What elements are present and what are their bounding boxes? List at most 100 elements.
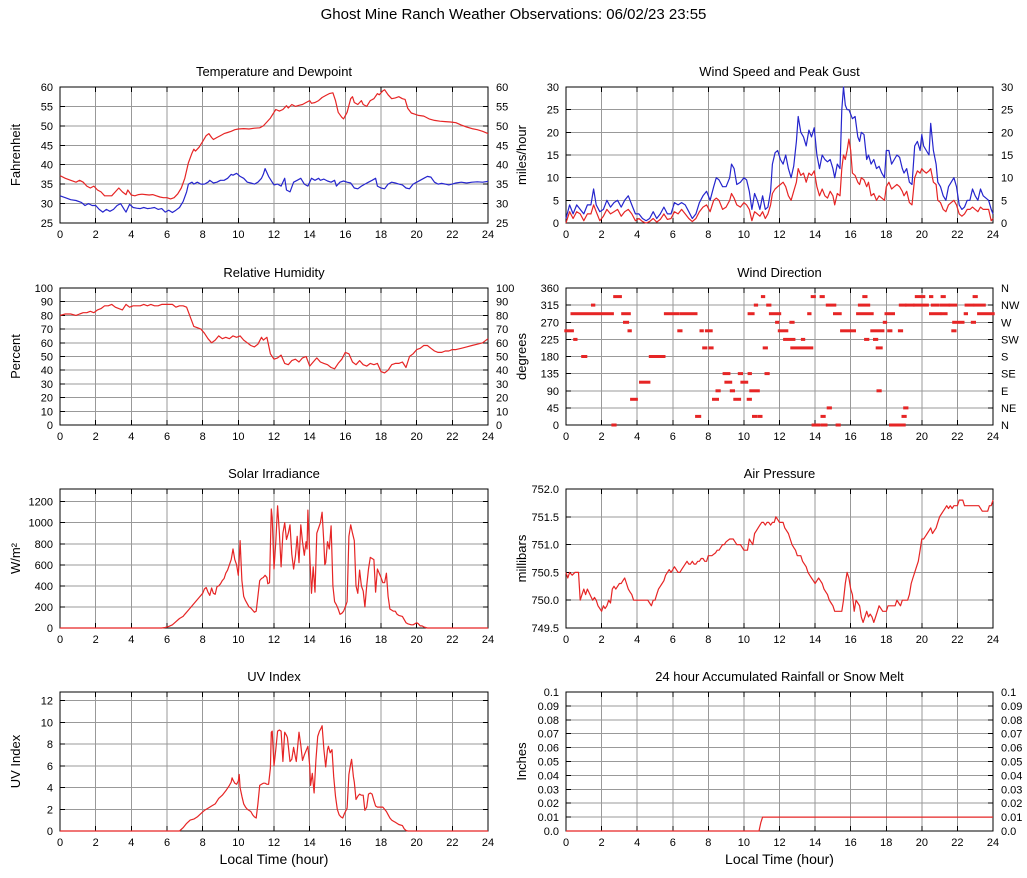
wind-direction-dot bbox=[764, 372, 770, 376]
wind-direction-dot bbox=[873, 337, 879, 341]
wind-direction-dot bbox=[708, 346, 714, 350]
compass-label: SW bbox=[1001, 334, 1019, 346]
x-tick-label: 8 bbox=[705, 837, 711, 849]
y-tick-label-right: 70 bbox=[496, 324, 508, 336]
y-tick-label: 10 bbox=[41, 717, 53, 729]
x-tick-label: 6 bbox=[164, 431, 170, 443]
x-tick-label: 6 bbox=[670, 229, 676, 241]
x-axis-label: Local Time (hour) bbox=[220, 851, 329, 867]
y-axis-label: W/m² bbox=[8, 542, 23, 574]
wind-direction-dot bbox=[835, 423, 841, 427]
wind-direction-dot bbox=[573, 337, 578, 341]
chart-title: Wind Speed and Peak Gust bbox=[699, 64, 860, 79]
wind-direction-dot bbox=[857, 303, 871, 307]
y-tick-label: 180 bbox=[541, 352, 559, 364]
y-tick-label: 225 bbox=[541, 334, 559, 346]
y-tick-label: 0.05 bbox=[538, 757, 559, 769]
wind-direction-dot bbox=[963, 312, 968, 316]
wind-direction-dot bbox=[623, 320, 630, 324]
wind-direction-dot bbox=[747, 312, 755, 316]
wind-direction-dot bbox=[737, 372, 743, 376]
wind-direction-dot bbox=[913, 303, 929, 307]
x-tick-label: 14 bbox=[304, 229, 316, 241]
wind-direction-dot bbox=[929, 312, 942, 316]
x-tick-label: 14 bbox=[304, 837, 316, 849]
compass-label: NE bbox=[1001, 403, 1016, 415]
x-tick-label: 20 bbox=[916, 431, 928, 443]
y-tick-label: 70 bbox=[41, 324, 53, 336]
x-tick-label: 24 bbox=[482, 229, 494, 241]
wind-direction-dot bbox=[704, 329, 713, 333]
y-tick-label: 8 bbox=[47, 739, 53, 751]
pressure-line bbox=[565, 499, 994, 624]
wind-direction-dot bbox=[630, 397, 638, 401]
y-tick-label: 750.0 bbox=[531, 595, 559, 607]
x-tick-label: 4 bbox=[128, 837, 134, 849]
y-tick-label-right: 30 bbox=[496, 379, 508, 391]
x-tick-label: 4 bbox=[634, 837, 640, 849]
wind-direction-dot bbox=[862, 295, 868, 299]
y-tick-label-right: 45 bbox=[496, 140, 508, 152]
y-tick-label-right: 10 bbox=[1001, 173, 1013, 185]
x-tick-label: 20 bbox=[916, 837, 928, 849]
wind-direction-dot bbox=[570, 312, 614, 316]
y-tick-label: 30 bbox=[41, 379, 53, 391]
wind-direction-dot bbox=[722, 372, 731, 376]
wind-direction-dot bbox=[627, 329, 632, 333]
x-tick-label: 8 bbox=[200, 431, 206, 443]
wind-direction-dot bbox=[897, 329, 904, 333]
wind-direction-dot bbox=[695, 414, 702, 418]
wind-speed-line bbox=[565, 138, 994, 224]
y-tick-label: 5 bbox=[553, 195, 559, 207]
y-tick-label: 751.5 bbox=[531, 512, 559, 524]
wind-direction-dot bbox=[819, 295, 825, 299]
x-tick-label: 16 bbox=[339, 634, 351, 646]
chart-title: Air Pressure bbox=[744, 466, 816, 481]
x-tick-label: 24 bbox=[987, 634, 999, 646]
wind-direction-dot bbox=[702, 346, 708, 350]
y-tick-label-right: 50 bbox=[496, 352, 508, 364]
x-tick-label: 16 bbox=[845, 229, 857, 241]
x-tick-label: 16 bbox=[339, 229, 351, 241]
x-tick-label: 22 bbox=[951, 431, 963, 443]
x-tick-label: 0 bbox=[57, 837, 63, 849]
y-tick-label-right: 25 bbox=[1001, 105, 1013, 117]
x-tick-label: 10 bbox=[232, 229, 244, 241]
x-tick-label: 8 bbox=[705, 431, 711, 443]
y-tick-label: 200 bbox=[35, 602, 53, 614]
y-axis-label: degrees bbox=[514, 333, 529, 380]
dewpoint-line bbox=[59, 168, 489, 214]
y-tick-label: 360 bbox=[541, 283, 559, 295]
y-tick-label-right: 20 bbox=[1001, 127, 1013, 139]
y-tick-label: 30 bbox=[547, 82, 559, 94]
wind-direction-dot bbox=[740, 380, 749, 384]
page-title: Ghost Mine Ranch Weather Observations: 0… bbox=[320, 6, 707, 23]
y-tick-label: 50 bbox=[41, 352, 53, 364]
x-tick-label: 4 bbox=[128, 229, 134, 241]
x-tick-label: 22 bbox=[951, 837, 963, 849]
y-tick-label: 0 bbox=[553, 218, 559, 230]
x-tick-label: 0 bbox=[563, 634, 569, 646]
peak-gust-line bbox=[565, 86, 994, 222]
chart-title: Solar Irradiance bbox=[228, 466, 320, 481]
x-tick-label: 4 bbox=[634, 431, 640, 443]
wind-direction-dot bbox=[564, 329, 574, 333]
y-tick-label: 400 bbox=[35, 581, 53, 593]
x-tick-label: 8 bbox=[705, 634, 711, 646]
y-tick-label: 4 bbox=[47, 783, 53, 795]
x-tick-label: 22 bbox=[446, 229, 458, 241]
y-axis-label: Percent bbox=[8, 334, 23, 379]
wind-direction-dot bbox=[887, 329, 893, 333]
wind-direction-dot bbox=[677, 329, 683, 333]
x-tick-label: 2 bbox=[93, 837, 99, 849]
x-tick-label: 10 bbox=[738, 229, 750, 241]
wind-direction-dot bbox=[783, 337, 796, 341]
y-tick-label: 90 bbox=[41, 297, 53, 309]
y-tick-label: 0.0 bbox=[544, 826, 559, 838]
x-tick-label: 22 bbox=[446, 431, 458, 443]
y-tick-label: 0 bbox=[47, 420, 53, 432]
y-tick-label: 0.09 bbox=[538, 701, 559, 713]
